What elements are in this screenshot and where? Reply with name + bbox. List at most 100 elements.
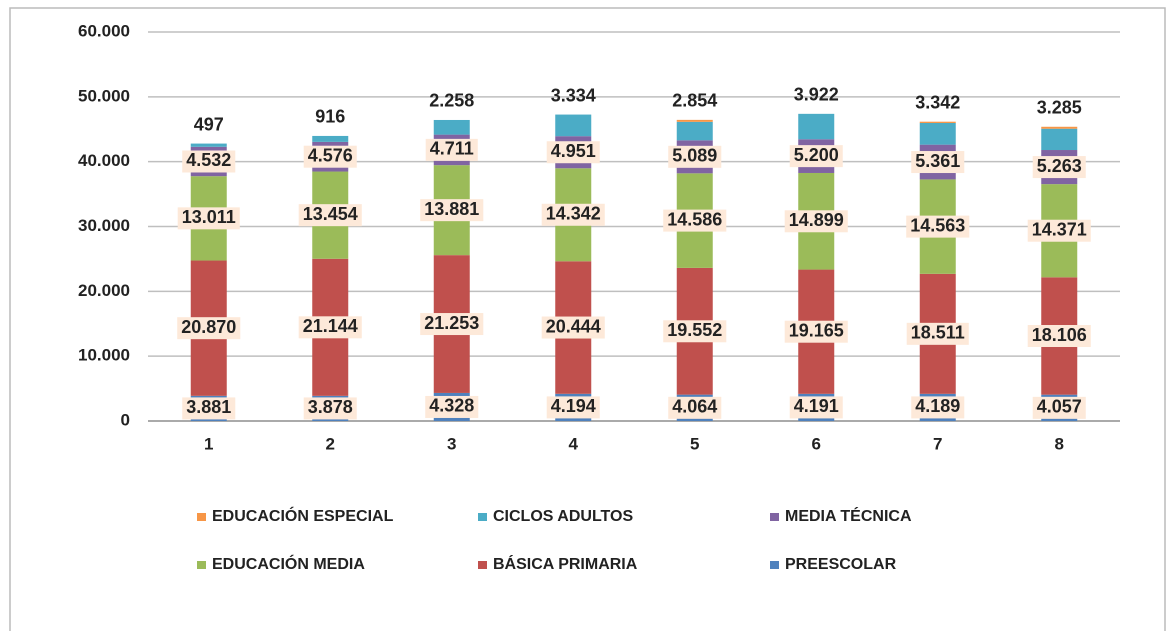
bar-segment <box>676 121 713 141</box>
value-label: 4.576 <box>308 145 353 165</box>
value-label: 14.586 <box>667 209 722 229</box>
value-label-bg <box>784 320 848 343</box>
x-tick-label: 5 <box>690 434 699 453</box>
legend-swatch <box>478 513 487 521</box>
value-label-bg <box>177 317 241 340</box>
legend-label: EDUCACIÓN ESPECIAL <box>212 506 394 525</box>
bar-segment <box>312 135 349 142</box>
bar-segment <box>919 122 956 145</box>
value-label-bg <box>789 396 843 419</box>
value-label: 5.200 <box>794 145 839 165</box>
x-tick-label: 7 <box>933 434 942 453</box>
value-label: 5.263 <box>1037 156 1082 176</box>
y-tick-label: 20.000 <box>78 281 130 300</box>
value-label-bg <box>298 204 362 227</box>
bar-segment <box>190 143 227 147</box>
value-label: 13.011 <box>182 207 236 227</box>
value-label: 2.854 <box>672 91 717 111</box>
value-label: 20.444 <box>546 316 601 336</box>
value-label-bg <box>1032 156 1086 179</box>
value-label: 19.552 <box>667 320 722 340</box>
value-label: 5.089 <box>672 146 717 166</box>
x-tick-label: 8 <box>1055 434 1064 453</box>
value-label: 4.194 <box>551 396 596 416</box>
value-label-bg <box>182 150 236 173</box>
legend-label: PREESCOLAR <box>785 556 897 573</box>
value-label: 4.191 <box>794 396 839 416</box>
value-label: 4.328 <box>429 396 474 416</box>
value-label: 13.881 <box>424 199 479 219</box>
value-label-bg <box>177 207 240 230</box>
value-label-bg <box>425 138 478 161</box>
y-tick-label: 50.000 <box>78 86 130 105</box>
value-label: 916 <box>315 107 345 127</box>
value-label: 497 <box>194 114 224 134</box>
y-tick-label: 60.000 <box>78 21 130 40</box>
value-label: 20.870 <box>181 317 236 337</box>
bar-segment <box>555 114 592 137</box>
legend-swatch <box>770 513 779 521</box>
value-label-bg <box>420 199 484 222</box>
value-label-bg <box>303 145 357 168</box>
value-label-bg <box>906 215 970 238</box>
value-label: 19.165 <box>789 320 844 340</box>
x-tick-label: 2 <box>326 434 335 453</box>
value-label-bg <box>420 313 484 336</box>
bar-segment <box>919 121 956 123</box>
legend-swatch <box>478 561 487 569</box>
value-label: 3.342 <box>915 92 960 112</box>
value-label-bg <box>303 397 357 420</box>
bar-segment <box>1041 128 1078 151</box>
legend-swatch <box>770 561 779 569</box>
value-label-bg <box>425 395 479 418</box>
value-label: 14.563 <box>910 215 965 235</box>
legend-label: EDUCACIÓN MEDIA <box>212 554 365 573</box>
legend-label: MEDIA TÉCNICA <box>785 506 912 525</box>
value-label: 14.342 <box>546 204 601 224</box>
value-label: 21.253 <box>424 313 479 333</box>
value-label: 3.878 <box>308 397 353 417</box>
legend-swatch <box>197 561 206 569</box>
value-label: 4.064 <box>672 397 717 417</box>
value-label-bg <box>668 396 722 419</box>
x-tick-label: 6 <box>812 434 821 453</box>
value-label: 18.106 <box>1032 325 1087 345</box>
value-label: 18.511 <box>911 323 965 343</box>
bar-segment <box>433 119 470 135</box>
value-label: 3.881 <box>186 397 231 417</box>
value-label: 4.711 <box>430 139 474 159</box>
value-label: 3.334 <box>551 85 596 105</box>
value-label-bg <box>182 397 236 420</box>
value-label-bg <box>541 203 605 226</box>
value-label: 3.922 <box>794 85 839 105</box>
value-label-bg <box>784 210 848 233</box>
value-label: 4.532 <box>186 150 231 170</box>
y-tick-label: 30.000 <box>78 216 130 235</box>
value-label: 13.454 <box>303 204 358 224</box>
value-label: 21.144 <box>303 316 358 336</box>
value-label-bg <box>911 151 965 174</box>
value-label: 4.057 <box>1037 397 1082 417</box>
x-tick-label: 4 <box>569 434 579 453</box>
x-tick-label: 1 <box>204 434 213 453</box>
frame <box>9 7 1166 631</box>
value-label-bg <box>911 396 965 419</box>
value-label: 2.258 <box>429 91 474 111</box>
value-label-bg <box>546 396 600 419</box>
bar-segment <box>1041 126 1078 129</box>
legend-label: CICLOS ADULTOS <box>493 508 633 525</box>
value-label: 4.951 <box>551 141 596 161</box>
value-label-bg <box>668 145 722 168</box>
value-label-bg <box>1027 325 1091 348</box>
value-label: 3.285 <box>1037 98 1082 118</box>
value-label-bg <box>541 316 605 339</box>
value-label-bg <box>1027 219 1091 242</box>
bar-segment <box>798 113 835 140</box>
y-tick-label: 40.000 <box>78 151 130 170</box>
legend-swatch <box>197 513 206 521</box>
value-label-bg <box>906 322 969 345</box>
value-label-bg <box>298 316 362 339</box>
value-label-bg <box>789 145 843 168</box>
value-label-bg <box>1032 396 1086 419</box>
